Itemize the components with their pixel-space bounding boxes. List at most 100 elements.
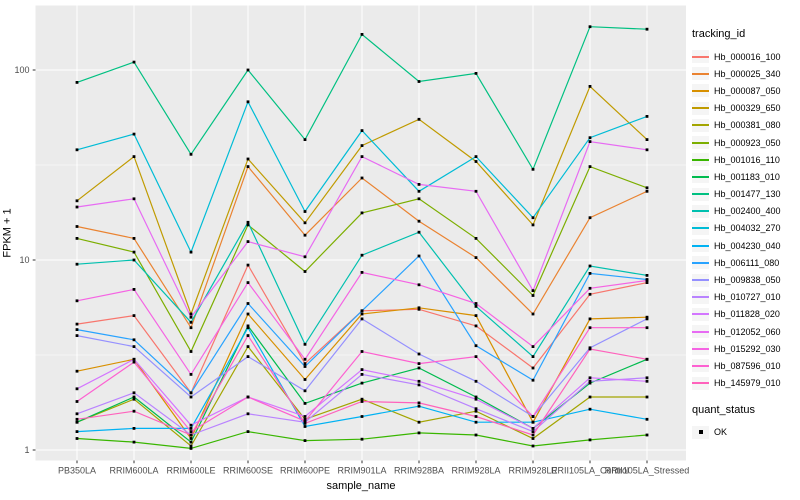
legend-key-line-icon xyxy=(692,221,709,235)
data-point xyxy=(189,440,193,444)
data-point xyxy=(75,148,79,152)
data-point xyxy=(645,27,649,31)
data-point xyxy=(645,281,649,284)
data-point xyxy=(645,357,649,361)
data-point xyxy=(474,237,478,240)
legend-entry: Hb_006111_080 xyxy=(692,254,798,271)
data-point xyxy=(645,148,649,152)
data-point xyxy=(303,389,307,393)
data-point xyxy=(417,230,421,234)
data-point xyxy=(645,189,649,193)
data-point xyxy=(132,357,136,361)
data-point xyxy=(474,256,478,259)
data-point xyxy=(246,324,250,328)
legend-key-line-icon xyxy=(692,101,709,115)
data-point xyxy=(246,100,250,104)
legend-entry-label: Hb_001477_130 xyxy=(714,189,781,200)
legend-title-tracking-id: tracking_id xyxy=(692,28,746,40)
data-point xyxy=(588,326,592,330)
legend-key-square-icon xyxy=(692,425,709,439)
data-point xyxy=(132,60,136,64)
data-point xyxy=(474,324,478,328)
data-point xyxy=(132,345,136,348)
data-point xyxy=(474,415,478,418)
data-point xyxy=(189,312,193,316)
data-point xyxy=(417,283,421,287)
legend-entry: Hb_000025_340 xyxy=(692,65,798,82)
data-point xyxy=(189,447,193,450)
data-point xyxy=(588,25,592,29)
data-point xyxy=(588,381,592,385)
data-point xyxy=(189,391,193,395)
data-point xyxy=(246,345,250,348)
data-point xyxy=(474,420,478,424)
data-point xyxy=(588,165,592,168)
data-point xyxy=(588,407,592,411)
data-point xyxy=(417,307,421,311)
data-point xyxy=(189,326,193,330)
legend-entry: Hb_009838_050 xyxy=(692,271,798,288)
data-point xyxy=(75,322,79,326)
data-point xyxy=(246,165,250,168)
data-point xyxy=(303,417,307,421)
legend-entry: Hb_012052_060 xyxy=(692,323,798,340)
data-point xyxy=(75,387,79,391)
data-point xyxy=(360,373,364,376)
data-point xyxy=(531,437,535,440)
legend-entry: Hb_004032_270 xyxy=(692,220,798,237)
data-point xyxy=(417,352,421,356)
data-point xyxy=(417,366,421,370)
data-point xyxy=(588,292,592,296)
data-point xyxy=(303,221,307,225)
data-point xyxy=(360,144,364,147)
data-point xyxy=(531,216,535,220)
legend-entry: Hb_001016_110 xyxy=(692,151,798,168)
data-point xyxy=(645,279,649,282)
data-point xyxy=(303,138,307,141)
data-point xyxy=(417,383,421,387)
data-point xyxy=(531,312,535,316)
data-point xyxy=(588,438,592,442)
data-point xyxy=(588,347,592,351)
data-point xyxy=(132,409,136,413)
data-point xyxy=(189,350,193,353)
data-point xyxy=(360,415,364,418)
data-point xyxy=(246,68,250,72)
data-point xyxy=(246,240,250,243)
data-point xyxy=(588,286,592,290)
legend-key-line-icon xyxy=(692,153,709,167)
legend-entry-label: Hb_145979_010 xyxy=(714,378,781,389)
data-point xyxy=(132,395,136,399)
data-point xyxy=(132,397,136,401)
legend-key-line-icon xyxy=(692,376,709,390)
data-point xyxy=(246,312,250,316)
data-point xyxy=(645,317,649,321)
data-point xyxy=(531,223,535,227)
data-point xyxy=(645,315,649,319)
data-point xyxy=(645,138,649,141)
data-point xyxy=(360,350,364,353)
data-point xyxy=(75,400,79,403)
legend-entry-label: Hb_004230_040 xyxy=(714,240,781,251)
legend-entry: Hb_000087_050 xyxy=(692,82,798,99)
legend-entry-label: Hb_004032_270 xyxy=(714,223,781,234)
data-point xyxy=(531,444,535,448)
legend-entry: Hb_015292_030 xyxy=(692,340,798,357)
data-point xyxy=(303,357,307,361)
data-point xyxy=(417,254,421,258)
data-point xyxy=(246,412,250,416)
data-point xyxy=(75,369,79,373)
data-point xyxy=(531,420,535,424)
data-point xyxy=(417,189,421,193)
data-point xyxy=(303,422,307,425)
legend-key-line-icon xyxy=(692,273,709,287)
x-tick-label: RRIM928BA xyxy=(394,466,444,476)
x-axis-title: sample_name xyxy=(326,480,396,492)
data-point xyxy=(132,360,136,364)
data-point xyxy=(360,381,364,385)
x-tick-label: RRIM928LE xyxy=(508,466,557,476)
data-point xyxy=(531,167,535,171)
legend-entry-label: Hb_009838_050 xyxy=(714,275,781,286)
data-point xyxy=(588,376,592,380)
